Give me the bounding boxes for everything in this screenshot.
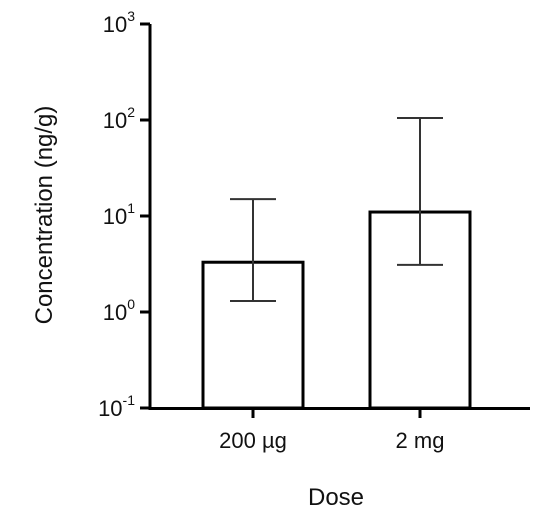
x-tick-label: 200 µg <box>219 428 287 453</box>
bars-group <box>201 210 472 410</box>
y-axis-ticks: 10-1 100 101 102 103 <box>98 8 150 421</box>
x-tick-label: 2 mg <box>396 428 445 453</box>
y-tick-label: 102 <box>103 104 135 133</box>
y-tick-label: 10-1 <box>98 392 135 421</box>
y-tick-label: 101 <box>103 200 135 229</box>
y-tick-label: 103 <box>103 8 135 37</box>
x-axis-title: Dose <box>308 484 364 511</box>
x-axis-ticks: 200 µg 2 mg <box>219 408 444 453</box>
error-bars-group <box>230 116 443 303</box>
y-axis-title: Concentration (ng/g) <box>31 106 58 325</box>
y-tick-label: 100 <box>103 296 135 325</box>
